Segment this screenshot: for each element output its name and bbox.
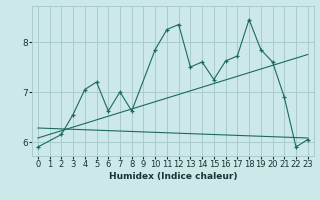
X-axis label: Humidex (Indice chaleur): Humidex (Indice chaleur) [108,172,237,181]
